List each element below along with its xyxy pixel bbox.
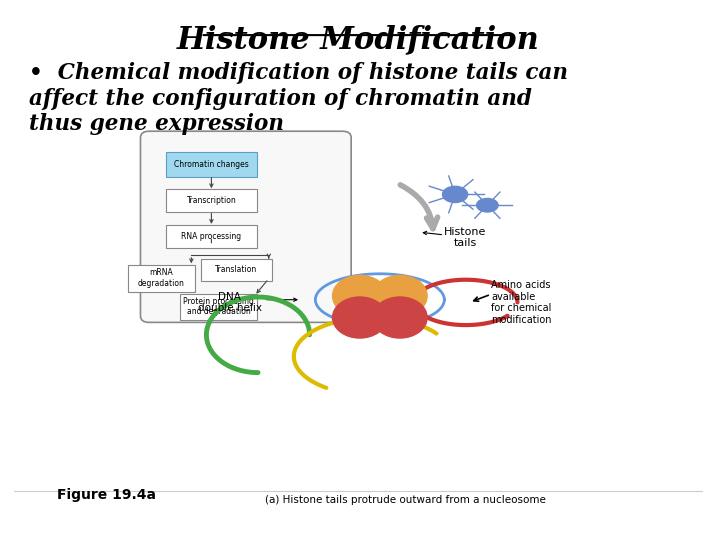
Ellipse shape [443, 186, 467, 202]
FancyBboxPatch shape [166, 225, 257, 248]
Text: Translation: Translation [215, 266, 258, 274]
Text: (a) Histone tails protrude outward from a nucleosome: (a) Histone tails protrude outward from … [265, 495, 546, 505]
Text: Figure 19.4a: Figure 19.4a [58, 488, 156, 502]
Text: Histone
tails: Histone tails [444, 227, 487, 248]
Circle shape [333, 275, 387, 316]
FancyBboxPatch shape [180, 294, 257, 320]
Text: •  Chemical modification of histone tails can
affect the configuration of chroma: • Chemical modification of histone tails… [29, 62, 567, 135]
Text: Protein processing
and degradation: Protein processing and degradation [183, 297, 254, 316]
Text: Histone Modification: Histone Modification [177, 24, 540, 55]
FancyBboxPatch shape [202, 259, 271, 281]
FancyBboxPatch shape [166, 189, 257, 212]
Circle shape [333, 297, 387, 338]
Text: mRNA
degradation: mRNA degradation [138, 268, 185, 288]
FancyBboxPatch shape [128, 265, 194, 292]
Text: DNA
double helix: DNA double helix [197, 292, 261, 313]
Circle shape [373, 297, 427, 338]
Text: Chromatin changes: Chromatin changes [174, 160, 249, 169]
Circle shape [373, 275, 427, 316]
Ellipse shape [477, 198, 498, 212]
Text: RNA processing: RNA processing [181, 232, 241, 241]
Text: Amino acids
available
for chemical
modification: Amino acids available for chemical modif… [491, 280, 552, 325]
FancyBboxPatch shape [166, 152, 257, 177]
FancyBboxPatch shape [140, 131, 351, 322]
Text: Transcription: Transcription [186, 197, 236, 205]
